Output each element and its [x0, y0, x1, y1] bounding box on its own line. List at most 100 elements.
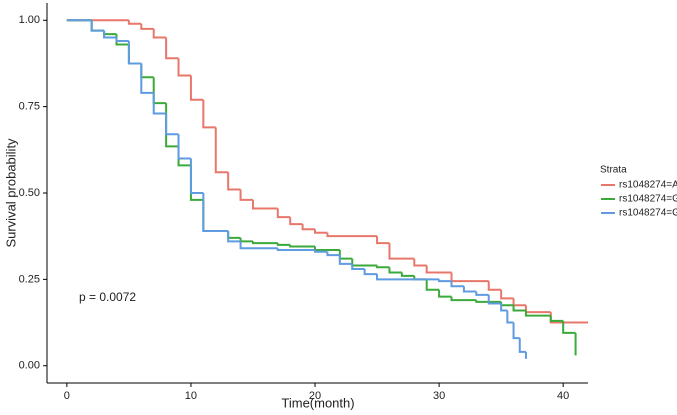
x-tick-label: 40: [557, 390, 569, 402]
survival-step: [314, 250, 328, 253]
survival-step: [338, 255, 353, 265]
survival-step: [152, 28, 167, 39]
survival-step: [165, 103, 179, 148]
survival-step: [549, 315, 564, 322]
survival-step: [140, 63, 154, 94]
survival-step: [189, 165, 204, 201]
survival-step: [487, 281, 502, 291]
survival-step: [177, 134, 191, 160]
legend-title: Strata: [600, 165, 627, 176]
survival-step: [500, 301, 514, 307]
survival-step: [152, 77, 167, 105]
survival-step: [289, 217, 303, 226]
survival-step: [227, 172, 241, 191]
survival-step: [462, 286, 477, 293]
p-value: p = 0.0072: [79, 290, 136, 304]
survival-step: [115, 37, 129, 42]
x-tick-label: 10: [185, 390, 197, 402]
survival-step: [165, 37, 179, 60]
survival-step: [103, 30, 117, 39]
survival-step: [512, 322, 520, 340]
survival-step: [289, 244, 316, 248]
survival-step: [177, 146, 191, 167]
survival-step: [326, 251, 340, 257]
survival-step: [314, 246, 340, 251]
legend-label: rs1048274=GG: [619, 208, 677, 219]
legend-label: rs1048274=GA: [619, 194, 677, 205]
survival-step: [140, 63, 154, 79]
survival-step: [301, 224, 316, 231]
survival-step: [115, 34, 129, 46]
survival-step: [251, 241, 278, 245]
survival-step: [376, 265, 390, 269]
survival-step: [152, 92, 167, 115]
survival-step: [450, 272, 489, 283]
y-tick-label: 0.25: [19, 273, 40, 285]
survival-step: [425, 265, 452, 274]
survival-step: [487, 294, 502, 305]
survival-step: [140, 23, 154, 30]
survival-step: [413, 258, 427, 267]
survival-step: [475, 300, 502, 303]
survival-step: [388, 267, 402, 274]
survival-step: [438, 289, 452, 298]
survival-step: [524, 305, 551, 314]
survival-step: [363, 269, 378, 276]
survival-step: [512, 298, 526, 307]
survival-step: [326, 232, 378, 238]
survival-step: [127, 41, 142, 65]
survival-step: [425, 279, 440, 291]
y-tick-label: 1.00: [19, 14, 40, 26]
survival-step: [214, 127, 229, 174]
survival-step: [239, 189, 253, 201]
survival-step: [90, 20, 105, 32]
survival-step: [524, 310, 551, 317]
survival-step: [450, 296, 477, 302]
y-tick-label: 0.75: [19, 101, 40, 113]
survival-step: [202, 193, 229, 232]
survival-step: [189, 158, 204, 194]
survival-step: [314, 229, 328, 234]
survival-step: [251, 199, 278, 210]
survival-step: [400, 272, 415, 277]
survival-step: [500, 289, 514, 300]
survival-step: [276, 243, 291, 246]
survival-step: [351, 258, 378, 267]
x-axis-title: Time(month): [281, 395, 354, 410]
survival-step: [475, 291, 489, 296]
survival-step: [376, 236, 390, 245]
survival-step: [239, 241, 278, 250]
survival-step: [351, 263, 365, 270]
survival-step: [376, 274, 440, 281]
x-tick-label: 20: [309, 390, 321, 402]
survival-step: [518, 338, 526, 353]
survival-step: [450, 281, 464, 288]
x-tick-label: 0: [64, 390, 70, 402]
survival-step: [512, 305, 526, 312]
survival-step: [103, 30, 117, 36]
survival-step: [202, 199, 229, 232]
y-tick-label: 0.50: [19, 187, 40, 199]
legend-label: rs1048274=AA: [619, 180, 677, 191]
survival-step: [338, 250, 353, 260]
x-tick-label: 30: [433, 390, 445, 402]
survival-step: [165, 113, 179, 136]
survival-step: [127, 20, 142, 25]
survival-step: [506, 310, 514, 324]
survival-step: [227, 231, 241, 243]
survival-step: [276, 208, 291, 219]
survival-step: [562, 320, 576, 334]
survival-step: [438, 279, 452, 283]
y-tick-label: 0.00: [19, 360, 40, 372]
survival-step: [202, 99, 216, 129]
survival-step: [500, 303, 508, 312]
survival-step: [189, 75, 204, 101]
survival-step: [90, 20, 105, 32]
y-axis-title: Survival probability: [3, 138, 18, 248]
survival-step: [276, 248, 316, 251]
survival-step: [127, 44, 142, 65]
survival-step: [388, 243, 415, 260]
survival-step: [227, 231, 241, 239]
survival-step: [177, 58, 191, 77]
